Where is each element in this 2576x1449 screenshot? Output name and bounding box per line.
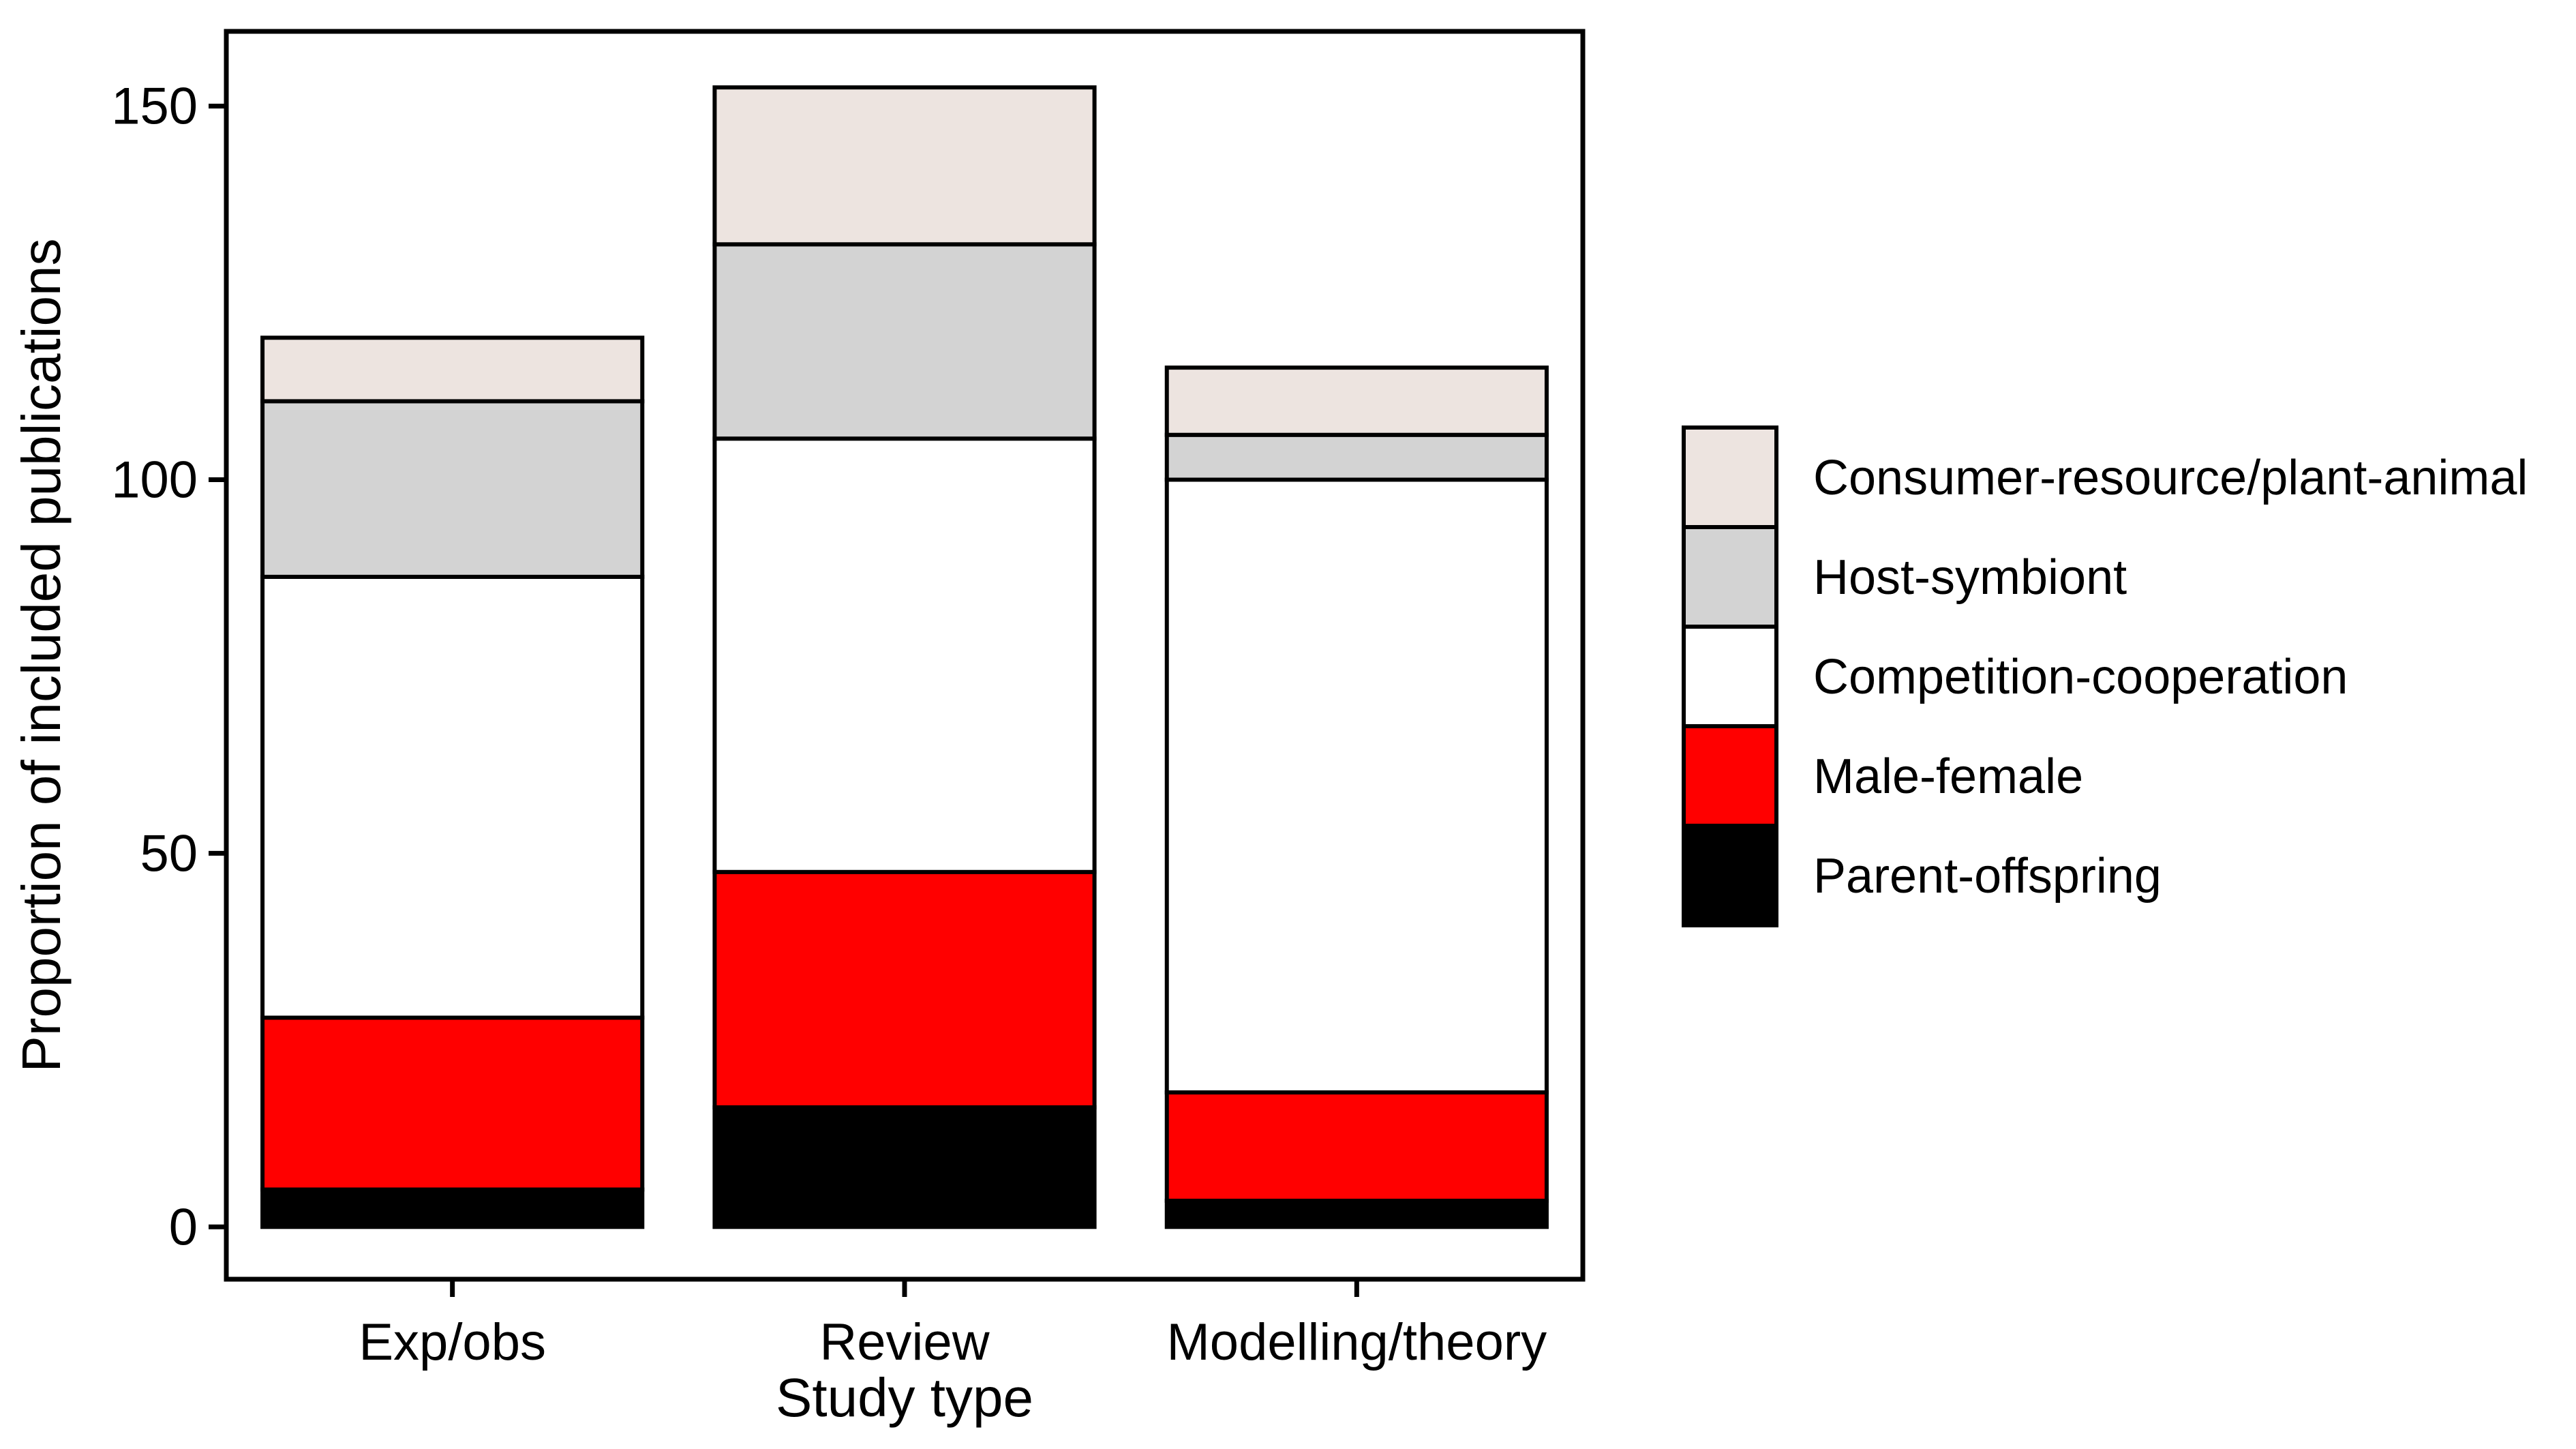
legend-label: Male-female bbox=[1813, 749, 2083, 804]
bar-segment bbox=[712, 436, 1097, 874]
legend-key bbox=[1682, 724, 1778, 828]
x-tick-label: Exp/obs bbox=[359, 1313, 546, 1371]
bar-segment bbox=[712, 85, 1097, 247]
y-axis-title: Proportion of included publications bbox=[11, 238, 72, 1072]
y-tick-label: 0 bbox=[169, 1198, 198, 1256]
bar-segment bbox=[260, 574, 645, 1020]
legend: Consumer-resource/plant-animal Host-symbi… bbox=[1682, 425, 2528, 927]
legend-label: Host-symbiont bbox=[1813, 550, 2127, 605]
y-tick-label: 50 bbox=[140, 824, 198, 882]
bar-segment bbox=[712, 869, 1097, 1109]
legend-key bbox=[1682, 625, 1778, 728]
x-tick-label: Review bbox=[819, 1313, 990, 1371]
bar-segment bbox=[712, 1105, 1097, 1229]
x-axis: Exp/obs Review Modelling/theory bbox=[359, 1279, 1547, 1371]
bar-segment bbox=[1164, 432, 1549, 482]
x-axis-title: Study type bbox=[776, 1367, 1033, 1428]
bar-segment bbox=[1164, 1198, 1549, 1229]
bar-segment bbox=[260, 1187, 645, 1229]
bar-segment bbox=[1164, 477, 1549, 1095]
x-tick-label: Modelling/theory bbox=[1167, 1313, 1547, 1371]
bar-segment bbox=[260, 399, 645, 579]
bar-segment bbox=[260, 335, 645, 404]
y-axis: 0 50 100 150 bbox=[111, 78, 226, 1256]
legend-label: Parent-offspring bbox=[1813, 849, 2162, 903]
bar-segment bbox=[1164, 365, 1549, 437]
legend-label: Consumer-resource/plant-animal bbox=[1813, 451, 2528, 505]
y-tick-label: 150 bbox=[111, 78, 198, 136]
bar-segment bbox=[712, 242, 1097, 441]
bar-segment bbox=[260, 1015, 645, 1192]
legend-label: Competition-cooperation bbox=[1813, 650, 2348, 704]
y-tick-label: 100 bbox=[111, 451, 198, 509]
bars-layer bbox=[260, 85, 1549, 1229]
legend-key bbox=[1682, 425, 1778, 529]
legend-key bbox=[1682, 824, 1778, 927]
legend-key bbox=[1682, 525, 1778, 629]
bar-segment bbox=[1164, 1090, 1549, 1203]
